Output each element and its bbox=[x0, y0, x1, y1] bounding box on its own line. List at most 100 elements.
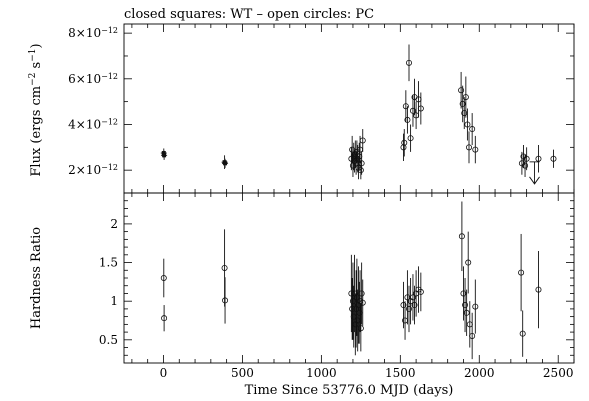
hardness-y-tick-label: 1.5 bbox=[99, 256, 118, 270]
flux-point-pc bbox=[413, 112, 420, 119]
flux-point-pc bbox=[462, 94, 469, 101]
hardness-y-axis-label: Hardness Ratio bbox=[29, 227, 44, 329]
flux-point-pc bbox=[550, 155, 557, 162]
hardness-point-pc bbox=[353, 294, 360, 301]
flux-x-ticks bbox=[131, 24, 575, 193]
flux-y-tick-mantissa: 2×10 bbox=[68, 163, 101, 177]
flux-point-pc bbox=[404, 116, 411, 123]
hardness-point-pc bbox=[359, 299, 366, 306]
hardness-panel: 0.5 1 1.5 2 0 500 1000 1500 2000 2500 Hardness R… bbox=[29, 192, 575, 398]
flux-y-label-main: Flux (ergs cm bbox=[29, 86, 44, 177]
flux-point-pc bbox=[407, 135, 414, 142]
flux-point-pc bbox=[402, 103, 409, 110]
flux-y-tick-label: 8×10−12 bbox=[68, 26, 118, 41]
flux-points bbox=[160, 59, 557, 174]
x-axis-label: Time Since 53776.0 MJD (days) bbox=[245, 383, 454, 398]
hardness-y-tick-label: 0.5 bbox=[99, 333, 118, 347]
flux-point-pc bbox=[465, 144, 472, 151]
flux-point-pc bbox=[357, 167, 364, 174]
flux-point-pc bbox=[535, 155, 542, 162]
x-tick-label: 2000 bbox=[464, 366, 495, 380]
flux-panel-frame bbox=[123, 23, 575, 194]
hardness-point-pc bbox=[400, 302, 407, 309]
flux-point-pc bbox=[461, 110, 468, 117]
hardness-point-pc bbox=[348, 290, 355, 297]
hardness-point-pc bbox=[160, 274, 167, 281]
flux-point-pc bbox=[523, 155, 530, 162]
chart-title: closed squares: WT – open circles: PC bbox=[124, 7, 374, 22]
hardness-point-pc bbox=[405, 305, 412, 312]
flux-y-tick-mantissa: 6×10 bbox=[68, 72, 101, 86]
hardness-y-tick-label: 1 bbox=[110, 294, 118, 308]
hardness-y-tick-label: 2 bbox=[110, 217, 118, 231]
flux-point-pc bbox=[415, 96, 422, 103]
hardness-point-pc bbox=[519, 330, 526, 337]
flux-y-tick-exponent: −12 bbox=[101, 71, 118, 80]
x-tick-label: 2500 bbox=[543, 366, 574, 380]
hardness-point-pc bbox=[462, 302, 469, 309]
hardness-point-pc bbox=[358, 290, 365, 297]
hardness-points bbox=[160, 233, 542, 339]
flux-y-tick-exponent: −12 bbox=[101, 163, 118, 172]
flux-y-tick-exponent: −12 bbox=[101, 117, 118, 126]
flux-y-label-sup1: −2 bbox=[28, 73, 38, 86]
x-tick-label: 0 bbox=[160, 366, 168, 380]
hardness-point-pc bbox=[222, 297, 229, 304]
flux-point-pc bbox=[400, 144, 407, 151]
x-tick-label: 1500 bbox=[385, 366, 416, 380]
hardness-point-pc bbox=[350, 313, 357, 320]
flux-y-label-sup2: −1 bbox=[28, 48, 38, 61]
flux-point-pc bbox=[472, 146, 479, 153]
flux-point-pc bbox=[459, 100, 466, 107]
x-tick-label: 500 bbox=[231, 366, 254, 380]
hardness-x-ticks: 0 500 1000 1500 2000 2500 bbox=[131, 193, 575, 380]
flux-y-tick-mantissa: 8×10 bbox=[68, 26, 101, 40]
flux-point-pc bbox=[349, 146, 356, 153]
flux-panel: 2×10−124×10−126×10−128×10−12 Flux (ergs … bbox=[28, 23, 575, 194]
flux-y-label-mid: s bbox=[29, 62, 44, 73]
x-tick-label: 1000 bbox=[306, 366, 337, 380]
hardness-point-pc bbox=[411, 302, 418, 309]
flux-point-pc bbox=[357, 146, 364, 153]
flux-y-tick-mantissa: 4×10 bbox=[68, 117, 101, 131]
flux-y-tick-exponent: −12 bbox=[101, 26, 118, 35]
hardness-y-ticks: 0.5 1 1.5 2 bbox=[99, 200, 574, 356]
hardness-point-pc bbox=[161, 315, 168, 322]
flux-y-axis-label: Flux (ergs cm−2 s−1) bbox=[28, 43, 44, 176]
flux-point-pc bbox=[401, 139, 408, 146]
flux-point-pc bbox=[522, 162, 529, 169]
flux-point-pc bbox=[358, 160, 365, 167]
flux-y-tick-label: 2×10−12 bbox=[68, 163, 118, 178]
hardness-point-pc bbox=[349, 298, 356, 305]
flux-point-pc bbox=[417, 105, 424, 112]
flux-y-tick-label: 4×10−12 bbox=[68, 117, 118, 132]
flux-point-pc bbox=[469, 126, 476, 133]
hardness-point-pc bbox=[357, 325, 364, 332]
hardness-point-pc bbox=[465, 259, 472, 266]
hardness-point-pc bbox=[221, 264, 228, 271]
hardness-point-pc bbox=[409, 294, 416, 301]
hardness-point-pc bbox=[469, 332, 476, 339]
hardness-point-pc bbox=[417, 288, 424, 295]
flux-point-pc bbox=[458, 87, 465, 94]
hardness-point-pc bbox=[354, 317, 361, 324]
hardness-point-pc bbox=[356, 309, 363, 316]
flux-upper-limits bbox=[529, 161, 540, 185]
hardness-panel-frame bbox=[123, 192, 575, 364]
flux-point-pc bbox=[405, 59, 412, 66]
hardness-point-pc bbox=[458, 233, 465, 240]
flux-y-label-end: ) bbox=[29, 43, 44, 48]
hardness-point-pc bbox=[463, 309, 470, 316]
hardness-point-pc bbox=[466, 321, 473, 328]
flux-upper-limit-arrowhead bbox=[529, 176, 540, 185]
hardness-point-pc bbox=[460, 290, 467, 297]
flux-y-tick-label: 6×10−12 bbox=[68, 71, 118, 86]
hardness-point-pc bbox=[535, 286, 542, 293]
flux-point-pc bbox=[359, 137, 366, 144]
flux-y-ticks: 2×10−124×10−126×10−128×10−12 bbox=[68, 26, 574, 178]
hardness-point-pc bbox=[402, 317, 409, 324]
hardness-error-bars bbox=[163, 201, 539, 360]
flux-point-pc bbox=[464, 121, 471, 128]
flux-point-pc bbox=[409, 107, 416, 114]
